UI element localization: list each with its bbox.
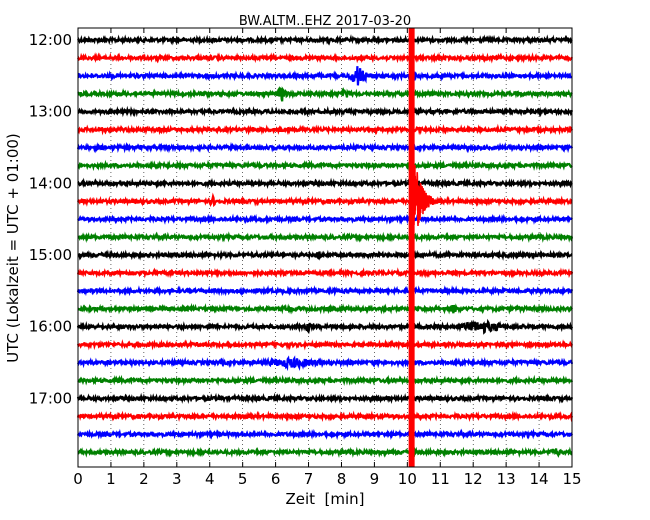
seismic-trace (77, 231, 574, 243)
seismic-trace (76, 392, 574, 405)
seismic-trace (76, 284, 574, 297)
x-tick-label: 11 (431, 470, 450, 488)
x-tick-label: 1 (106, 470, 116, 488)
seismic-trace (77, 66, 573, 86)
seismic-trace (77, 34, 573, 46)
x-tick-label: 15 (562, 470, 581, 488)
event-band (408, 28, 415, 467)
y-tick-label: 12:00 (29, 31, 72, 49)
event-burst (409, 134, 435, 245)
y-axis-ticks: 12:00 13:00 14:00 15:00 16:00 17:00 (29, 31, 572, 407)
seismic-trace (76, 141, 574, 154)
seismic-trace (77, 302, 573, 315)
y-tick-label: 16:00 (29, 318, 72, 336)
trace-group (76, 28, 574, 467)
x-tick-label: 8 (337, 470, 347, 488)
seismic-trace (77, 249, 573, 261)
x-tick-label: 5 (238, 470, 248, 488)
x-tick-label: 2 (139, 470, 149, 488)
y-tick-label: 15:00 (29, 246, 72, 264)
seismic-trace (77, 446, 573, 459)
y-tick-label: 13:00 (29, 103, 72, 121)
x-tick-label: 7 (304, 470, 314, 488)
seismic-trace (76, 428, 573, 441)
x-tick-label: 0 (73, 470, 83, 488)
x-tick-label: 9 (370, 470, 380, 488)
seismic-trace (76, 318, 574, 335)
seismic-trace (76, 339, 574, 351)
seismic-trace (77, 123, 574, 136)
x-tick-label: 13 (497, 470, 516, 488)
y-axis-label: UTC (Lokalzeit = UTC + 01:00) (4, 133, 22, 363)
x-tick-label: 10 (398, 470, 417, 488)
seismic-trace (76, 410, 574, 422)
x-tick-label: 6 (271, 470, 281, 488)
chart-title: BW.ALTM..EHZ 2017-03-20 (239, 14, 411, 29)
seismic-trace (77, 159, 573, 172)
seismic-trace (77, 374, 574, 387)
seismic-trace (77, 52, 573, 64)
seismic-trace (76, 267, 574, 279)
x-axis-ticks: 0 1 2 3 4 5 6 7 8 9 10 11 12 13 14 15 (73, 28, 582, 488)
x-tick-label: 12 (464, 470, 483, 488)
plot-frame (77, 27, 573, 468)
x-tick-label: 3 (172, 470, 182, 488)
seismic-trace (76, 192, 573, 208)
x-tick-label: 4 (205, 470, 215, 488)
seismic-trace (77, 105, 574, 118)
seismic-trace (77, 86, 573, 102)
y-tick-label: 14:00 (29, 174, 72, 192)
seismic-trace (77, 213, 573, 226)
y-tick-label: 17:00 (29, 389, 72, 407)
x-axis-label: Zeit [min] (285, 490, 364, 508)
seismic-trace (77, 177, 573, 190)
seismic-trace (77, 355, 574, 372)
x-tick-label: 14 (530, 470, 549, 488)
